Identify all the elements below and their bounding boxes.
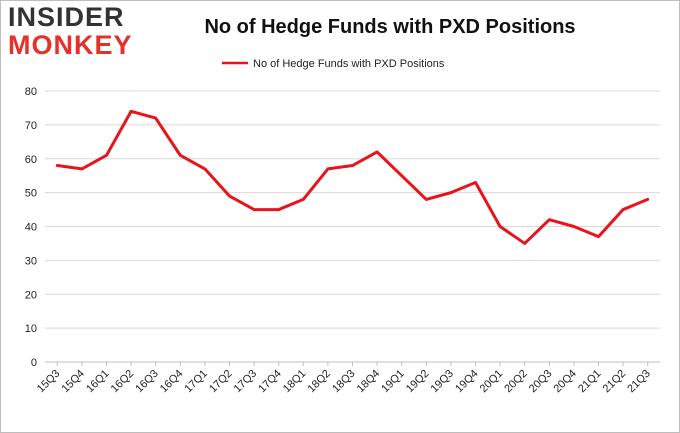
y-tick-label: 70 [25, 120, 37, 132]
data-point-18Q2 [326, 167, 330, 171]
data-point-16Q3 [154, 116, 157, 120]
data-point-21Q1 [597, 235, 600, 238]
logo-line-2: MONKEY [8, 30, 133, 60]
x-tick-label: 20Q3 [527, 368, 555, 396]
grid-lines [45, 90, 660, 363]
data-point-16Q4 [179, 154, 182, 157]
x-tick-label: 21Q3 [625, 368, 653, 396]
data-point-20Q3 [548, 218, 551, 221]
x-tick-label: 20Q1 [478, 368, 506, 396]
y-tick-label: 80 [25, 86, 37, 98]
data-point-15Q3 [56, 164, 59, 167]
y-tick-label: 60 [25, 154, 37, 166]
data-point-17Q3 [252, 208, 256, 211]
x-tick-label: 17Q2 [207, 368, 235, 396]
data-point-19Q1 [400, 174, 403, 177]
y-tick-label: 20 [25, 289, 37, 301]
data-point-20Q4 [572, 225, 576, 228]
series-layer [55, 109, 650, 245]
x-tick-label: 18Q4 [355, 368, 383, 396]
data-point-17Q1 [203, 167, 207, 171]
series-line [55, 109, 650, 245]
x-tick-label: 17Q3 [232, 368, 260, 396]
data-point-19Q2 [425, 198, 428, 201]
y-tick-label: 30 [25, 255, 37, 267]
data-point-18Q1 [302, 198, 305, 201]
insider-monkey-logo: INSIDER MONKEY [8, 4, 133, 59]
x-tick-label: 17Q4 [256, 368, 284, 396]
logo-line-1: INSIDER [8, 2, 125, 32]
x-tick-label: 19Q2 [404, 368, 432, 396]
data-point-15Q4 [80, 167, 84, 171]
y-tick-label: 40 [25, 222, 37, 234]
x-axis-ticks: 15Q315Q416Q116Q216Q316Q417Q117Q217Q317Q4… [35, 362, 653, 395]
data-point-20Q2 [523, 242, 526, 245]
x-tick-label: 19Q4 [453, 368, 481, 396]
x-tick-label: 20Q4 [551, 368, 579, 396]
y-tick-label: 0 [31, 357, 37, 369]
legend-label: No of Hedge Funds with PXD Positions [253, 58, 445, 70]
x-tick-label: 17Q1 [182, 368, 210, 396]
x-tick-label: 19Q1 [379, 368, 407, 396]
y-tick-label: 10 [25, 323, 37, 335]
data-point-20Q1 [498, 225, 502, 228]
x-tick-label: 19Q3 [428, 368, 456, 396]
data-point-16Q2 [129, 110, 133, 113]
x-tick-label: 21Q1 [576, 368, 604, 396]
x-tick-label: 18Q3 [330, 368, 358, 396]
x-tick-label: 15Q4 [59, 368, 87, 396]
x-tick-label: 18Q2 [305, 368, 333, 396]
x-tick-label: 16Q4 [158, 368, 186, 396]
x-tick-label: 20Q2 [502, 368, 530, 396]
x-tick-label: 15Q3 [35, 368, 63, 396]
x-tick-label: 21Q2 [601, 368, 629, 396]
x-tick-label: 16Q3 [133, 368, 161, 396]
x-tick-label: 18Q1 [281, 368, 309, 396]
data-point-21Q2 [621, 208, 625, 211]
data-point-17Q4 [277, 208, 280, 211]
data-point-18Q3 [351, 164, 354, 167]
x-tick-label: 16Q2 [109, 368, 137, 396]
data-point-19Q4 [474, 181, 477, 184]
data-point-18Q4 [375, 150, 379, 154]
data-point-19Q3 [449, 191, 453, 194]
y-axis-ticks: 0 10 20 30 40 50 60 70 80 [25, 86, 37, 369]
data-point-16Q1 [105, 154, 108, 157]
data-point-17Q2 [228, 194, 231, 198]
legend: No of Hedge Funds with PXD Positions [222, 58, 445, 70]
x-tick-label: 16Q1 [84, 368, 112, 396]
data-point-21Q3 [646, 198, 649, 201]
chart-title: No of Hedge Funds with PXD Positions [204, 16, 576, 38]
y-tick-label: 50 [25, 188, 37, 200]
